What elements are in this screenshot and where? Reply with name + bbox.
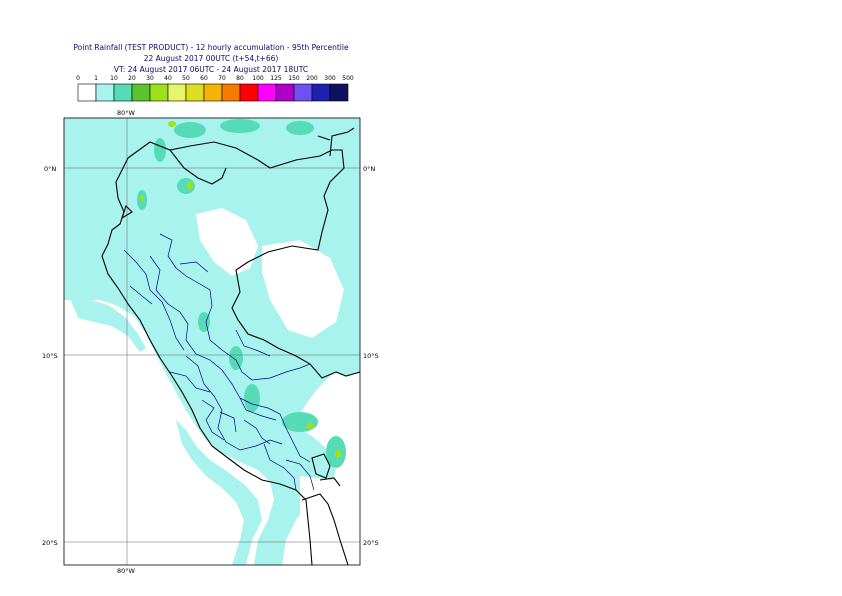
map-subtitle-validity: VT: 24 August 2017 06UTC - 24 August 201… [113,65,309,74]
map-frame [63,117,361,566]
legend-tick-label: 70 [218,75,226,82]
color-legend: 0 1 10 20 30 40 50 60 70 80 100 125 150 200 300 500 [76,75,354,102]
lat-label-left-0: 0°N [44,165,56,173]
legend-tick-label: 10 [110,75,118,82]
legend-tick-label: 20 [128,75,136,82]
lat-label-left-20s: 20°S [42,539,58,547]
lon-label-bottom: 80°W [117,567,136,575]
admin-borders [123,233,315,491]
rain-cells-heavy [140,121,341,458]
legend-tick-label: 150 [288,75,300,82]
lat-label-right-10s: 10°S [363,352,379,360]
legend-tick-label: 50 [182,75,190,82]
legend-tick-label: 1 [94,75,98,82]
legend-tick-label: 125 [270,75,282,82]
lat-label-left-10s: 10°S [42,352,58,360]
legend-tick-label: 100 [252,75,264,82]
legend-tick-label: 60 [200,75,208,82]
dry-zone-east [262,240,344,338]
map-title: Point Rainfall (TEST PRODUCT) - 12 hourl… [73,43,349,52]
country-borders [101,127,360,565]
legend-tick-label: 500 [342,75,354,82]
legend-tick-label: 40 [164,75,172,82]
legend-tick-label: 80 [236,75,244,82]
rain-area-southern-offshore [176,420,262,565]
dry-zone-southeast [296,470,360,565]
map-subtitle-run: 22 August 2017 00UTC (t+54,t+66) [143,54,279,63]
legend-tick-label: 300 [324,75,336,82]
lat-label-right-0: 0°N [363,165,375,173]
lon-label-top: 80°W [117,109,136,117]
dry-zone-north [196,208,258,276]
lat-label-right-20s: 20°S [363,539,379,547]
legend-tick-label: 0 [76,75,80,82]
legend-tick-label: 30 [146,75,154,82]
rain-area-coastal [70,298,146,352]
legend-tick-label: 200 [306,75,318,82]
legend-swatch [329,83,349,102]
